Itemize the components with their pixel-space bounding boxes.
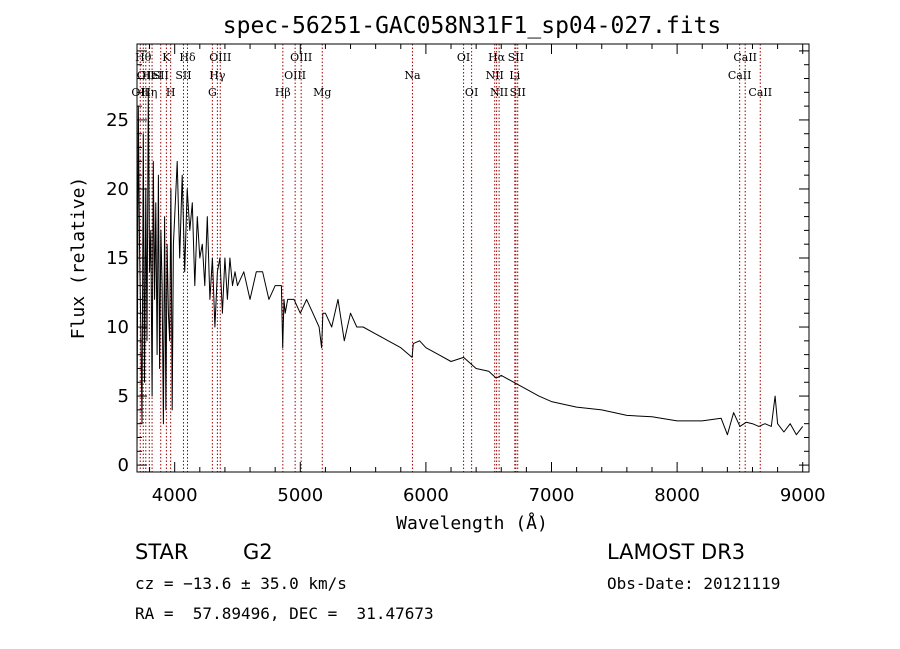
x-tick-label-2: 6000 <box>403 485 449 506</box>
line-label-24: SII <box>508 51 524 64</box>
line-label-25: SII <box>510 86 526 99</box>
line-label-4: HeI <box>142 69 162 82</box>
line-label-8: Hδ <box>179 51 196 64</box>
survey-name: LAMOST DR3 <box>607 540 746 564</box>
coordinates: RA = 57.89496, DEC = 31.47673 <box>135 604 434 623</box>
line-label-16: Mg <box>313 86 331 99</box>
line-label-10: G <box>208 86 217 99</box>
y-tick-label-4: 20 <box>106 179 129 200</box>
y-axis-label: Flux (relative) <box>68 177 89 340</box>
line-label-12: OIII <box>209 51 231 64</box>
line-label-11: Hγ <box>209 69 226 82</box>
line-label-3: Hη <box>141 86 157 99</box>
redshift-value: cz = −13.6 ± 35.0 km/s <box>135 574 347 593</box>
y-tick-label-2: 10 <box>106 317 129 338</box>
line-label-9: SII <box>175 69 191 82</box>
y-tick-label-3: 15 <box>106 248 129 269</box>
y-tick-label-1: 5 <box>118 386 129 407</box>
y-tick-label-0: 0 <box>118 455 129 476</box>
line-label-23: Li <box>509 69 520 82</box>
line-markers <box>139 44 761 472</box>
line-label-21: Hα <box>488 51 506 64</box>
line-label-6: K <box>162 51 171 64</box>
chart-title: spec-56251-GAC058N31F1_sp04-027.fits <box>223 13 722 39</box>
object-subclass: G2 <box>243 540 273 564</box>
obs-date: Obs-Date: 20121119 <box>607 574 781 593</box>
line-label-20: NII <box>486 69 504 82</box>
x-axis: 4000 5000 6000 7000 8000 9000 <box>149 44 826 506</box>
x-tick-label-1: 5000 <box>277 485 323 506</box>
line-label-26: CaII <box>728 69 752 82</box>
series-line-0 <box>136 91 804 452</box>
line-label-7: H <box>166 86 176 99</box>
x-tick-label-0: 4000 <box>152 485 198 506</box>
line-label-22: NII <box>490 86 508 99</box>
line-label-5: SII <box>153 69 169 82</box>
line-label-18: OI <box>457 51 470 64</box>
line-label-1: Hθ <box>135 51 152 64</box>
x-tick-label-3: 7000 <box>529 485 575 506</box>
y-axis: 0 5 10 15 20 25 <box>106 50 809 476</box>
x-tick-label-5: 9000 <box>780 485 826 506</box>
line-label-15: OIII <box>290 51 312 64</box>
spectrum-series <box>136 91 804 452</box>
object-class: STAR <box>135 540 189 564</box>
line-label-27: CaII <box>733 51 757 64</box>
x-axis-label: Wavelength (Å) <box>396 512 548 534</box>
line-label-13: Hβ <box>275 86 291 99</box>
line-label-17: Na <box>404 69 421 82</box>
line-labels: OIIHθOIIHηHeISIIKHHδSIIGHγOIIIHβOIIIOIII… <box>131 51 772 99</box>
line-label-19: OI <box>465 86 478 99</box>
line-label-28: CaII <box>748 86 772 99</box>
x-tick-label-4: 8000 <box>654 485 700 506</box>
line-label-14: OIII <box>284 69 306 82</box>
plot-frame <box>136 43 810 473</box>
y-tick-label-5: 25 <box>106 110 129 131</box>
